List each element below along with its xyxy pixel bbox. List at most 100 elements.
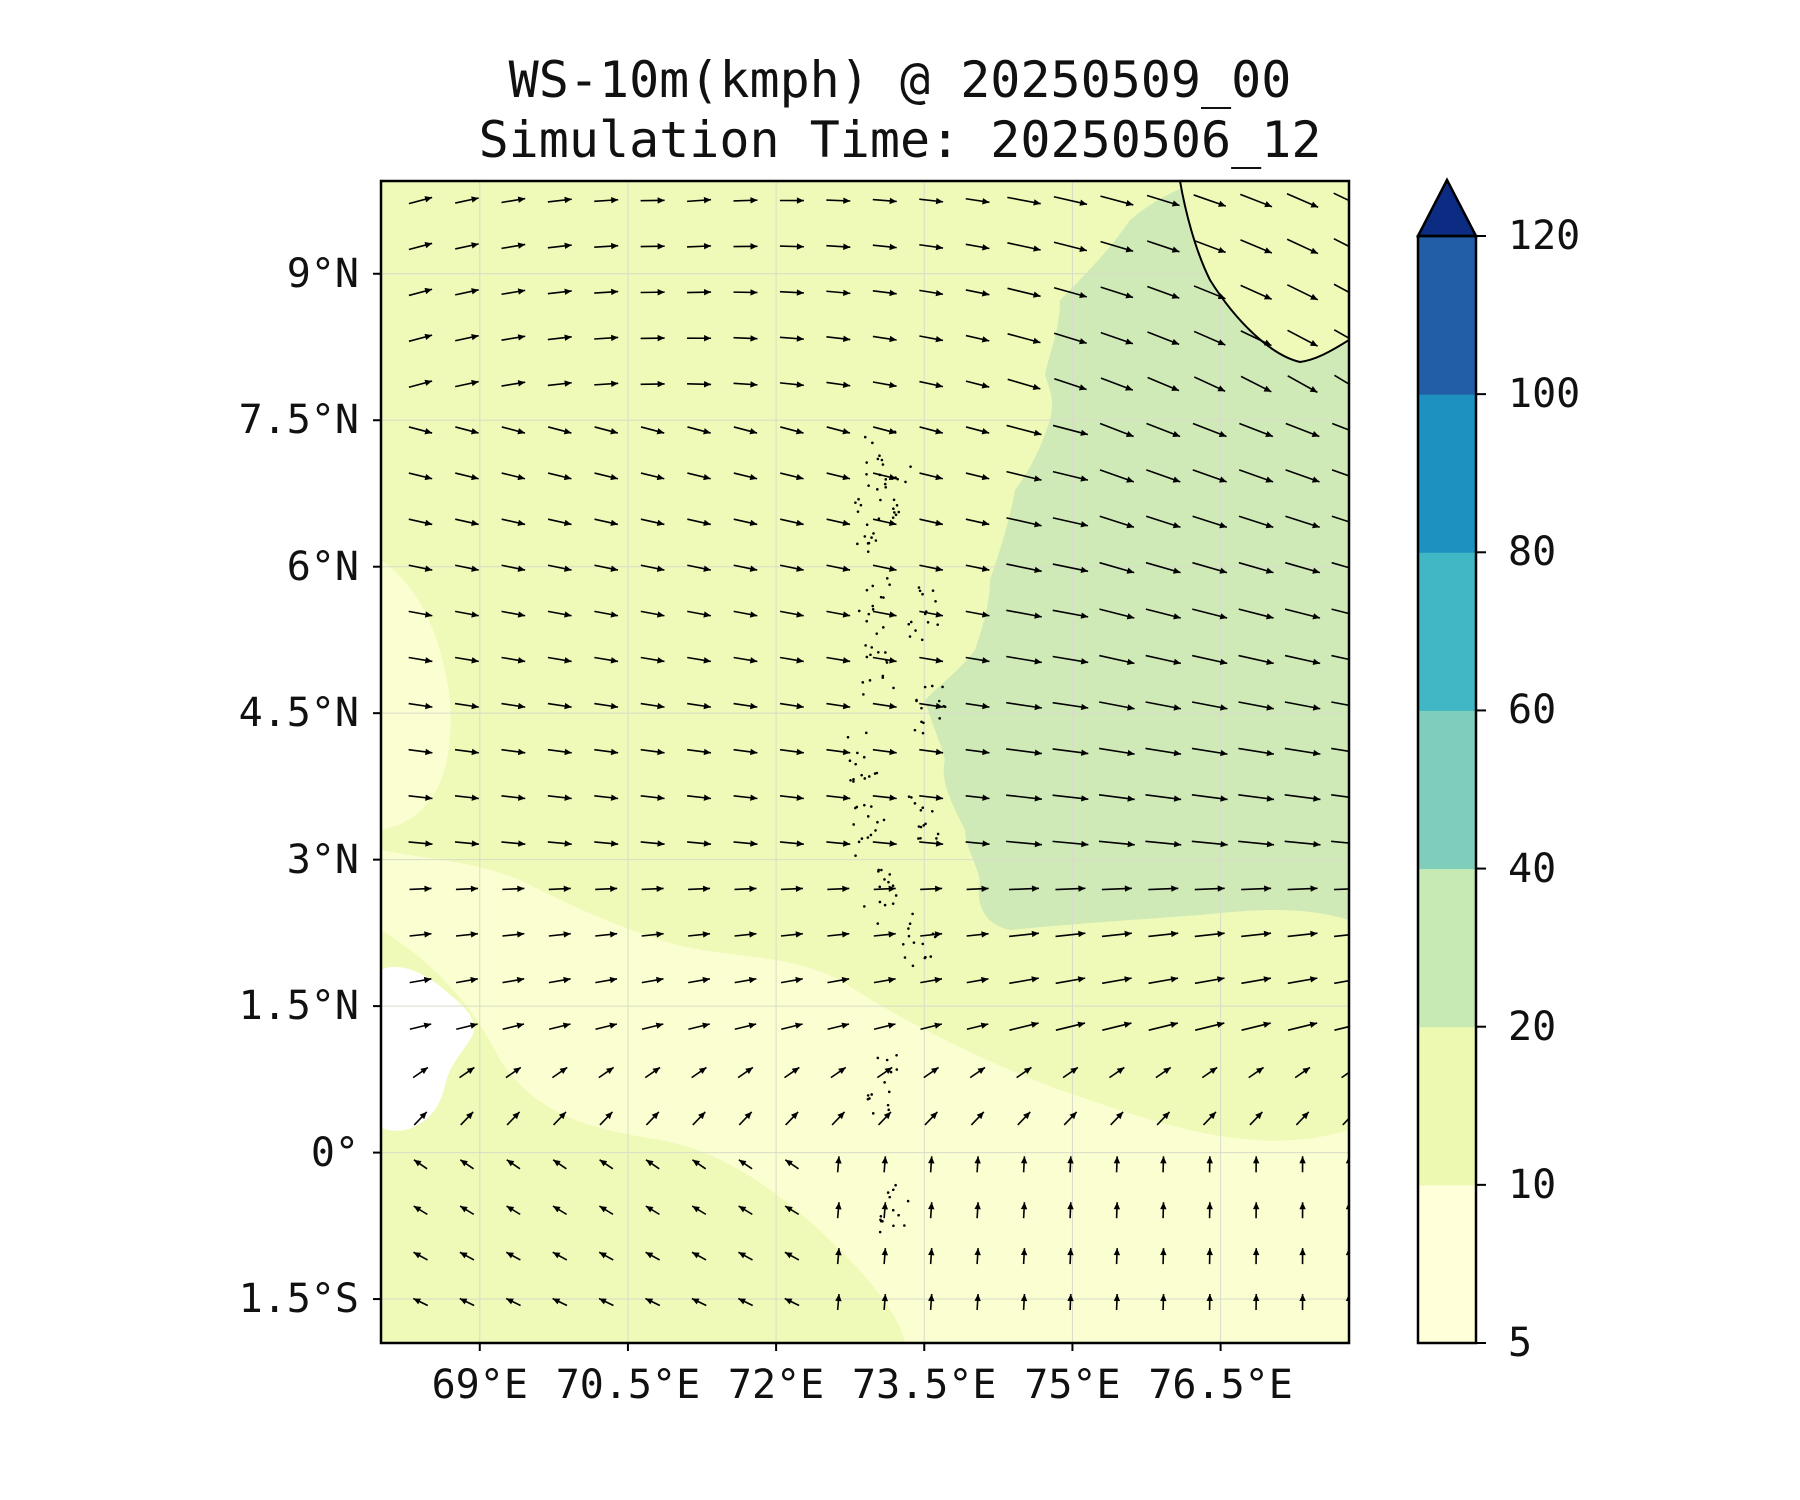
wind-arrow-head [935,336,943,343]
wind-arrow-head [1217,339,1226,346]
island-dot [863,435,867,439]
lon-tick-label: 70.5°E [555,1362,701,1408]
island-dot [866,1094,870,1097]
wind-arrow-head [889,657,897,664]
island-dot [922,824,926,827]
wind-arrow-head [1266,704,1274,711]
island-dot [938,717,941,720]
wind-arrow-head [460,1206,468,1213]
wind-arrow-head [1032,337,1041,344]
wind-arrow-head [424,657,433,664]
island-dot [908,922,912,926]
wind-arrow-head [1170,976,1179,983]
wind-arrow-head [703,565,711,572]
wind-arrow-head [413,1252,422,1259]
wind-arrow-head [470,931,478,938]
wind-arrow-head [977,1067,986,1075]
wind-arrow-head [1311,431,1320,437]
wind-arrow-head [471,794,479,801]
wind-arrow-head [609,931,618,938]
wind-arrow-shaft [1334,1025,1349,1031]
wind-arrow-head [1217,385,1226,392]
island-dot [865,472,868,476]
wind-arrow-shaft [1342,1117,1349,1126]
field-light-zone [381,850,1349,1343]
island-dot [921,806,925,809]
wind-arrow-head [563,931,571,938]
island-dot [877,868,880,872]
wind-arrow-head [842,381,851,388]
wind-arrow-head [563,428,572,435]
island-dot [864,644,867,647]
wind-arrow-head [466,1111,474,1120]
wind-arrow-head [506,1159,515,1167]
wind-arrow-head [424,519,433,527]
wind-arrow-shaft [1333,283,1349,294]
wind-arrow-head [796,197,804,204]
wind-arrow-head [425,748,433,756]
wind-arrow-head [1171,885,1179,892]
wind-arrow-head [413,1298,422,1305]
wind-arrow-head [1170,1021,1178,1028]
wind-speed-field [381,181,1366,1343]
wind-arrow-head [559,1067,568,1075]
island-dot [857,497,860,501]
wind-arrow-head [424,287,433,295]
island-dot [943,705,947,709]
island-dot [856,542,859,546]
wind-arrow-head [610,428,618,435]
wind-arrow-head [930,1111,938,1120]
wind-arrow-head [981,473,990,481]
wind-arrow-head [1160,1156,1167,1164]
island-dot [870,536,873,539]
wind-arrow-head [517,657,526,664]
island-dot [929,955,933,958]
wind-arrow-head [1358,477,1366,483]
wind-arrow-head [1125,338,1133,345]
wind-arrow-head [517,428,525,435]
wind-arrow-head [1206,1248,1213,1256]
wind-arrow-head [1309,386,1318,393]
wind-arrow-head [935,565,943,572]
wind-arrow-head [1356,294,1364,300]
island-dot [876,457,880,461]
colorbar-tick-label: 120 [1508,213,1581,259]
wind-arrow-head [610,657,619,664]
wind-arrow-head [564,242,572,250]
wind-arrow-shaft [1331,747,1349,753]
wind-arrow-head [749,931,757,938]
field-strong-zone [925,181,1349,930]
wind-arrow-head [1113,1248,1121,1256]
wind-arrow-head [928,1294,935,1302]
island-dot [888,873,892,876]
wind-arrow-head [645,1298,654,1305]
wind-arrow-head [609,976,618,984]
wind-arrow-head [1080,566,1089,574]
wind-arrow-head [1299,1202,1306,1210]
wind-arrow-head [657,840,665,847]
wind-arrow-shaft [1334,979,1349,985]
wind-arrow-head [750,794,758,801]
wind-arrow-head [1263,385,1272,392]
wind-arrow-head [790,1111,799,1120]
wind-arrow-head [1171,246,1180,253]
lat-tick-label: 0° [310,1129,359,1176]
wind-arrow-head [513,1067,521,1075]
island-dot [919,836,922,840]
wind-arrow-head [1067,1293,1074,1302]
island-dot [870,805,873,808]
wind-arrow-shaft [1333,192,1349,202]
island-dot [893,511,896,514]
wind-arrow-head [657,657,665,664]
wind-arrow-head [703,748,711,756]
island-dot [891,902,895,905]
wind-arrow-head [517,885,525,892]
colorbar-segment [1418,868,1476,1028]
wind-arrow-head [1173,613,1181,620]
island-dot [861,681,865,684]
island-dot [881,626,885,629]
island-dot [903,956,907,959]
wind-arrow-head [1217,293,1226,300]
latitude-ticks [373,272,381,1301]
lat-tick-label: 1.5°N [238,983,359,1030]
